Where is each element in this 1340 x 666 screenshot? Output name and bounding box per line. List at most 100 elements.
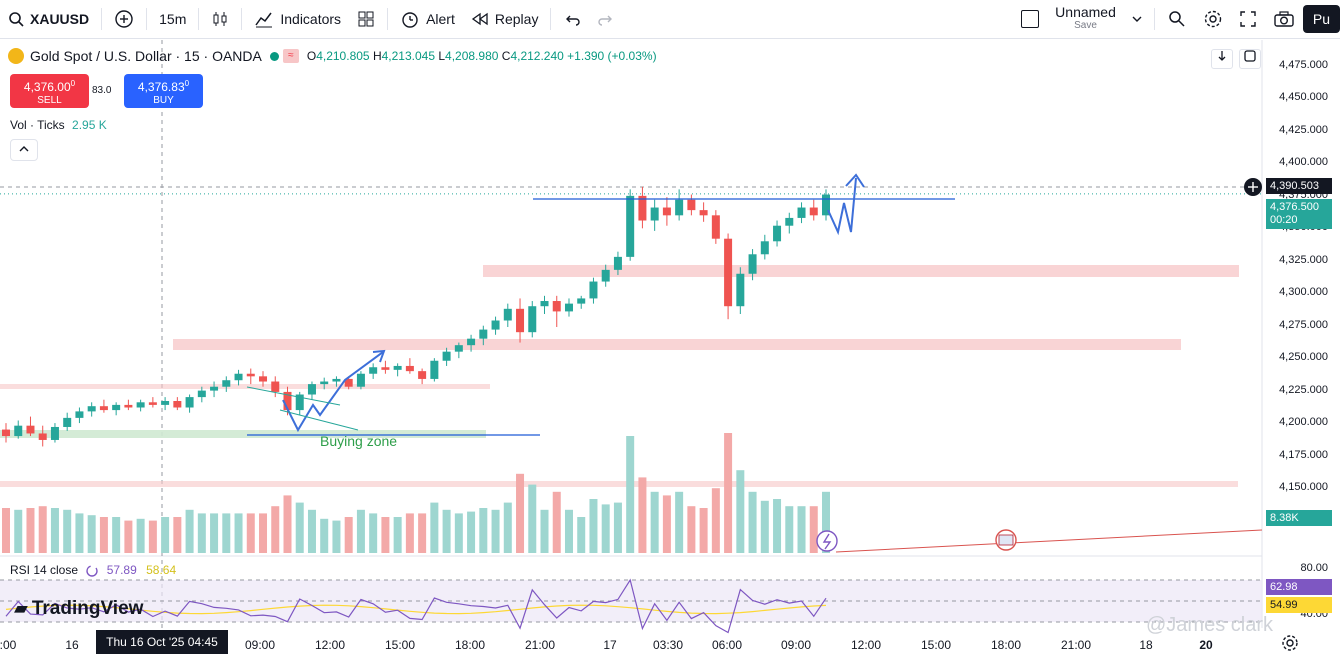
fullscreen-icon	[1240, 11, 1256, 27]
maximize-icon	[1244, 50, 1256, 62]
volume-bars	[2, 433, 830, 553]
candle-body	[467, 338, 476, 346]
chevron-up-icon	[19, 146, 29, 152]
candle-body	[797, 207, 806, 218]
gear-icon	[1204, 10, 1222, 28]
tradingview-logo: ▰ TradingView	[14, 598, 143, 620]
time-axis[interactable]: Thu 16 Oct '25 04:45 :00 16 09:00 12:00 15:0…	[0, 630, 1260, 658]
symbol-search[interactable]: XAUUSD	[0, 0, 97, 38]
candle-body	[63, 417, 72, 427]
snapshot-button[interactable]	[1265, 0, 1303, 38]
rsi-legend[interactable]: RSI 14 close 57.89 58.64	[10, 563, 176, 578]
volume-bar	[75, 513, 84, 553]
volume-bar	[626, 436, 635, 553]
candle-body	[332, 378, 341, 382]
layout-dropdown[interactable]	[1124, 0, 1150, 38]
rsi-pane	[0, 578, 1262, 634]
candle-body	[564, 303, 573, 312]
candle-body	[809, 207, 818, 216]
time-axis-label: 21:00	[1060, 638, 1092, 652]
time-axis-label: 16	[65, 638, 79, 652]
volume-bar	[699, 508, 708, 553]
candle-body	[430, 360, 439, 379]
volume-bar	[650, 491, 659, 553]
time-axis-label: 03:30	[652, 638, 684, 652]
drawings[interactable]: Buying zone	[246, 173, 1263, 553]
candle-body	[234, 373, 243, 381]
price-chart[interactable]: Buying zone	[0, 38, 1340, 666]
high-key: H	[372, 49, 382, 63]
time-axis-label: 09:00	[780, 638, 812, 652]
low-key: L	[438, 49, 446, 63]
divider	[198, 8, 200, 30]
rsi-label: RSI 14 close	[10, 563, 79, 577]
volume-legend[interactable]: Vol · Ticks 2.95 K	[10, 118, 107, 132]
candle-body	[454, 345, 463, 352]
volume-bar	[589, 499, 598, 553]
us-flag-icon	[998, 534, 1014, 546]
interval-button[interactable]: 15m	[159, 11, 187, 27]
volume-bar	[283, 495, 292, 553]
candle-body	[577, 298, 586, 304]
replay-button[interactable]: Replay	[463, 0, 547, 38]
price-axis-label: 4,400.000	[1279, 156, 1328, 169]
symbol-title[interactable]: Gold Spot / U.S. Dollar · 15 · OANDA	[30, 48, 262, 64]
candle-body	[479, 329, 488, 339]
time-axis-label: 09:00	[244, 638, 276, 652]
candle-body	[613, 256, 622, 270]
candle-body	[75, 411, 84, 418]
volume-bar	[736, 470, 745, 553]
buying-zone-label: Buying zone	[320, 433, 397, 449]
volume-bar	[369, 513, 378, 553]
volume-bar	[307, 509, 316, 553]
collapse-legend-button[interactable]	[10, 139, 38, 161]
redo-button[interactable]	[589, 0, 623, 38]
publish-button[interactable]: Pu	[1302, 5, 1340, 33]
zones	[0, 265, 1239, 487]
compare-button[interactable]	[106, 0, 142, 38]
candle-body	[320, 381, 329, 385]
indicators-button[interactable]: Indicators	[246, 0, 349, 38]
candle-body	[38, 433, 47, 440]
zone-line-mid	[0, 384, 490, 389]
volume-bar	[50, 508, 59, 553]
volume-bar	[773, 499, 782, 553]
volume-bar	[418, 513, 427, 553]
undo-icon	[566, 15, 581, 26]
buy-button[interactable]: 4,376.830 BUY	[124, 74, 203, 108]
volume-bar	[259, 513, 268, 553]
undo-button[interactable]	[555, 0, 589, 38]
time-settings-button[interactable]	[1280, 633, 1300, 653]
time-axis-label: 20	[1199, 638, 1213, 652]
quick-search-button[interactable]	[1159, 0, 1195, 38]
layout-menu[interactable]: Unnamed Save	[1047, 0, 1124, 38]
candle-body	[418, 371, 427, 379]
price-axis-label: 4,225.000	[1279, 383, 1328, 396]
settings-button[interactable]	[1195, 0, 1231, 38]
price-axis-label: 4,175.000	[1279, 448, 1328, 461]
candle-body	[161, 401, 170, 405]
scale-down-button[interactable]	[1211, 49, 1233, 69]
sell-button[interactable]: 4,376.000 SELL	[10, 74, 89, 108]
arrow-down-icon	[1218, 51, 1226, 61]
candle-body	[601, 269, 610, 282]
chart-type-button[interactable]	[203, 0, 237, 38]
volume-bar	[124, 520, 133, 553]
price-axis-label: 4,300.000	[1279, 286, 1328, 299]
candle-body	[14, 425, 23, 437]
candle-body	[675, 199, 684, 216]
volume-bar	[552, 491, 561, 553]
grid-icon	[358, 11, 374, 27]
layout-select-checkbox[interactable]	[1013, 0, 1047, 38]
candle-body	[307, 384, 316, 395]
volume-bar	[662, 495, 671, 553]
candle-body	[87, 406, 96, 412]
templates-button[interactable]	[349, 0, 383, 38]
sell-price: 4,376.000	[10, 77, 89, 94]
time-axis-label: 17	[603, 638, 617, 652]
maximize-pane-button[interactable]	[1239, 49, 1261, 69]
fullscreen-button[interactable]	[1231, 0, 1265, 38]
alert-button[interactable]: Alert	[392, 0, 463, 38]
divider	[550, 8, 552, 30]
add-alert-button[interactable]	[1244, 178, 1262, 196]
